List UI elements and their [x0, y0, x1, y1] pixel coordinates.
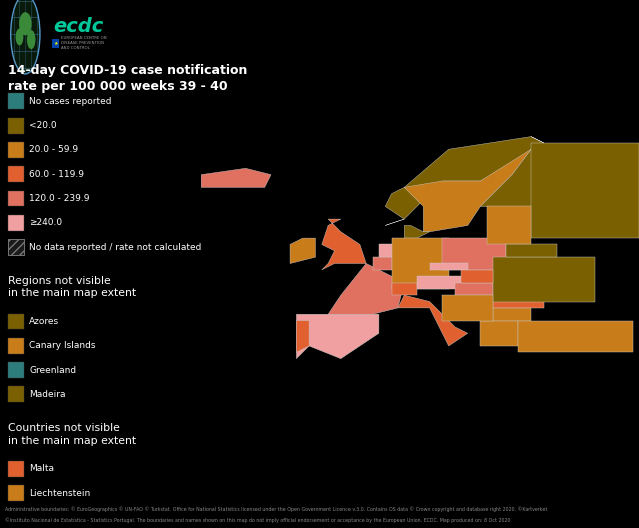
Polygon shape	[392, 238, 449, 289]
Polygon shape	[417, 276, 461, 289]
Ellipse shape	[27, 30, 36, 49]
Bar	[8, 93, 24, 109]
Bar	[8, 118, 24, 134]
Bar	[8, 239, 24, 255]
Text: 120.0 - 239.9: 120.0 - 239.9	[29, 194, 89, 203]
Text: <20.0: <20.0	[29, 121, 57, 130]
Bar	[8, 191, 24, 206]
Polygon shape	[531, 143, 639, 238]
Text: 20.0 - 59.9: 20.0 - 59.9	[29, 145, 79, 155]
Text: EUROPEAN CENTRE ON
DISEASE PREVENTION
AND CONTROL: EUROPEAN CENTRE ON DISEASE PREVENTION AN…	[61, 36, 107, 50]
Bar	[8, 239, 24, 255]
Text: Liechtenstein: Liechtenstein	[29, 488, 91, 498]
Polygon shape	[385, 137, 544, 225]
Text: rate per 100 000 weeks 39 - 40: rate per 100 000 weeks 39 - 40	[8, 80, 227, 93]
Polygon shape	[481, 320, 518, 346]
Polygon shape	[296, 314, 379, 359]
Ellipse shape	[15, 29, 24, 45]
Polygon shape	[481, 137, 557, 206]
Text: 60.0 - 119.9: 60.0 - 119.9	[29, 169, 84, 179]
Text: Countries not visible
in the main map extent: Countries not visible in the main map ex…	[8, 423, 136, 446]
Bar	[8, 386, 24, 402]
Text: ★: ★	[53, 41, 58, 46]
Polygon shape	[379, 244, 398, 257]
Bar	[8, 362, 24, 378]
Text: 14-day COVID-19 case notification: 14-day COVID-19 case notification	[8, 64, 247, 78]
Polygon shape	[493, 308, 531, 320]
Polygon shape	[455, 282, 500, 295]
Polygon shape	[506, 244, 557, 257]
Text: Canary Islands: Canary Islands	[29, 341, 96, 351]
Polygon shape	[322, 219, 366, 270]
Text: No data reported / rate not calculated: No data reported / rate not calculated	[29, 242, 202, 252]
Text: Azores: Azores	[29, 317, 59, 326]
Polygon shape	[373, 257, 392, 270]
Polygon shape	[493, 257, 595, 301]
Polygon shape	[392, 282, 417, 295]
Bar	[8, 485, 24, 501]
Polygon shape	[493, 282, 544, 308]
Circle shape	[11, 0, 40, 74]
Bar	[8, 142, 24, 158]
Text: ©Instituto Nacional de Estatística - Statistics Portugal. The boundaries and nam: ©Instituto Nacional de Estatística - Sta…	[5, 517, 511, 523]
Polygon shape	[328, 263, 404, 314]
Polygon shape	[461, 270, 493, 282]
Polygon shape	[487, 206, 531, 244]
Ellipse shape	[19, 12, 31, 35]
Bar	[8, 314, 24, 329]
Text: Madeira: Madeira	[29, 390, 66, 399]
Polygon shape	[404, 149, 531, 232]
Text: No cases reported: No cases reported	[29, 97, 112, 106]
Polygon shape	[201, 168, 271, 187]
Text: Regions not visible
in the main map extent: Regions not visible in the main map exte…	[8, 276, 136, 298]
Polygon shape	[442, 295, 493, 320]
Bar	[8, 338, 24, 354]
Bar	[8, 166, 24, 182]
Polygon shape	[518, 320, 633, 352]
Bar	[8, 215, 24, 231]
Text: Greenland: Greenland	[29, 365, 76, 375]
Text: ecdc: ecdc	[54, 17, 104, 36]
Text: ≥240.0: ≥240.0	[29, 218, 63, 228]
Text: Administrative boundaries: © EuroGeographics © UN-FAO © Turkstat. Office for Nat: Administrative boundaries: © EuroGeograp…	[5, 506, 548, 512]
Bar	[8, 461, 24, 477]
Polygon shape	[398, 295, 468, 346]
Text: Malta: Malta	[29, 464, 54, 474]
Polygon shape	[442, 238, 506, 270]
Polygon shape	[296, 320, 309, 352]
Polygon shape	[404, 225, 429, 238]
Polygon shape	[429, 263, 468, 270]
Polygon shape	[290, 238, 316, 263]
Bar	[52, 39, 59, 48]
